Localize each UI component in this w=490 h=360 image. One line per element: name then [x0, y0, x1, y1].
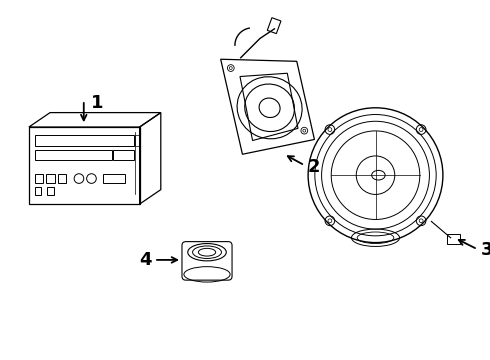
Bar [267, 18, 281, 33]
Text: 3: 3 [481, 241, 490, 259]
Bar [35, 187, 41, 195]
Bar [135, 135, 139, 146]
Bar [447, 234, 460, 244]
Bar [58, 174, 67, 183]
Bar [35, 135, 134, 146]
Text: 1: 1 [91, 94, 103, 112]
Bar [35, 174, 43, 183]
Bar [47, 187, 54, 195]
Bar [46, 174, 55, 183]
Text: 4: 4 [140, 251, 152, 269]
Bar [113, 150, 134, 160]
Text: 2: 2 [308, 158, 320, 176]
Bar [35, 150, 112, 160]
Bar [103, 174, 125, 183]
